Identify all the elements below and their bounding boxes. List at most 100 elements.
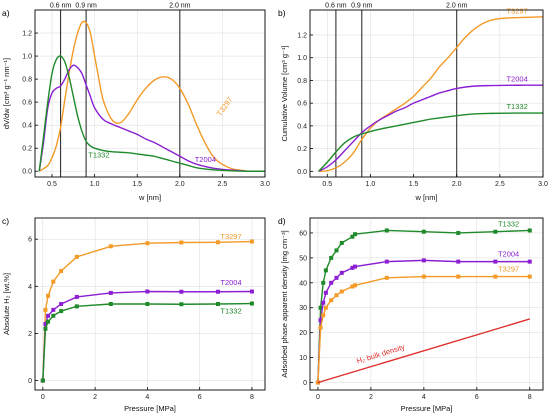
y-tick-label: 40 <box>299 280 307 287</box>
x-axis-label: Pressure [MPa] <box>401 404 453 413</box>
data-point <box>350 265 355 270</box>
plot-frame <box>309 217 544 391</box>
series-label: T3297 <box>506 6 527 15</box>
reference-line-label: 0.9 nm <box>75 3 97 10</box>
data-point <box>334 293 339 298</box>
series-label: T3297 <box>498 265 519 274</box>
data-point <box>456 259 461 264</box>
data-point <box>59 302 64 306</box>
chart-panel-c: T3297 T2004 T1332 0 2 4 6 8 0 2 4 6 Pressure [MPa] Ab… <box>2 216 266 413</box>
data-point <box>249 289 254 294</box>
data-point <box>493 229 498 234</box>
series-label: T2004 <box>220 278 241 287</box>
x-tick-label: 4 <box>145 394 149 401</box>
data-point <box>215 302 220 306</box>
x-tick-label: 1.0 <box>90 181 100 188</box>
panel-label: b) <box>278 8 286 18</box>
reference-line-label: 0.9 nm <box>351 3 373 10</box>
data-point <box>145 241 150 246</box>
x-tick-label: 2.5 <box>218 181 228 188</box>
data-point <box>249 301 254 306</box>
panel-label: c) <box>2 216 9 226</box>
panel-label: a) <box>2 8 10 18</box>
x-tick-label: 2 <box>93 394 97 401</box>
series-label: T2004 <box>498 250 519 259</box>
data-point <box>108 302 113 306</box>
series-line-h-bulk-density <box>317 318 530 384</box>
y-tick-label: 1.0 <box>22 54 32 61</box>
data-point <box>215 289 220 294</box>
data-point <box>493 274 498 279</box>
y-tick-label: 1.2 <box>22 31 32 38</box>
plot-frame <box>34 217 266 391</box>
data-point <box>321 280 326 285</box>
data-point <box>179 289 184 294</box>
plot-frame <box>34 9 266 178</box>
y-tick-label: 10 <box>299 355 307 362</box>
chart-panel-d: T1332 T2004 T3297 H₂ bulk density 0 2 4 6 8 0 10 20… <box>278 216 544 413</box>
data-point <box>108 244 113 249</box>
series-label: H₂ bulk density <box>356 342 407 365</box>
data-point <box>527 274 532 279</box>
x-axis-label: w [nm] <box>414 193 437 202</box>
y-tick-label: 0.8 <box>22 77 32 84</box>
x-tick-label: 2 <box>369 394 373 401</box>
y-tick-label: 0.0 <box>22 169 32 176</box>
data-point <box>353 283 358 288</box>
data-point <box>43 326 48 331</box>
y-tick-label: 30 <box>299 305 307 312</box>
series-line-t2004 <box>318 84 543 172</box>
y-tick-label: 0 <box>28 378 32 385</box>
data-point <box>456 274 461 279</box>
data-point <box>353 232 358 237</box>
chart-panel-b: 0.6 nm 0.9 nm 2.0 nm T3297 T2004 T1332 0.5 1.0 1… <box>278 3 548 203</box>
x-tick-label: 3.0 <box>538 181 548 188</box>
data-point <box>46 319 51 324</box>
y-axis-label: dV/dw [cm³ g⁻¹ nm⁻¹] <box>2 58 11 129</box>
y-tick-label: 20 <box>299 330 307 337</box>
reference-line-label: 0.6 nm <box>50 3 72 10</box>
y-tick-label: 0.0 <box>297 169 307 176</box>
y-tick-label: 50 <box>299 255 307 262</box>
data-point <box>59 269 64 274</box>
data-point <box>527 259 532 264</box>
data-point <box>421 258 426 263</box>
y-tick-label: 0.2 <box>297 146 307 153</box>
data-point <box>350 284 355 289</box>
series-line-t3297 <box>318 16 543 173</box>
y-tick-label: 0.6 <box>297 101 307 108</box>
data-point <box>493 259 498 264</box>
x-tick-label: 0 <box>41 394 45 401</box>
data-point <box>329 280 334 285</box>
data-point <box>321 300 326 305</box>
x-tick-label: 4 <box>422 394 426 401</box>
data-point <box>74 304 79 309</box>
y-tick-label: 1.2 <box>297 32 307 39</box>
data-point <box>421 274 426 279</box>
x-tick-label: 1.0 <box>366 181 376 188</box>
series-line-t1332 <box>38 55 265 172</box>
x-tick-label: 0.5 <box>47 181 57 188</box>
data-point <box>329 255 334 260</box>
x-tick-label: 2.0 <box>175 181 185 188</box>
panel-label: d) <box>278 216 286 226</box>
data-point <box>46 313 51 318</box>
y-tick-label: 0.8 <box>297 78 307 85</box>
series-line-t1332 <box>318 112 543 172</box>
data-point <box>51 307 56 312</box>
x-tick-label: 8 <box>528 394 532 401</box>
x-tick-label: 1.5 <box>409 181 419 188</box>
series-label: T1332 <box>88 150 109 159</box>
data-point <box>339 240 344 245</box>
reference-line-label: 2.0 nm <box>169 3 191 10</box>
data-point <box>527 228 532 233</box>
x-tick-label: 0.5 <box>322 181 332 188</box>
data-point <box>43 307 48 312</box>
data-point <box>74 254 79 259</box>
y-tick-label: 6 <box>28 237 32 244</box>
data-point <box>334 275 339 280</box>
y-tick-label: 0.2 <box>22 146 32 153</box>
x-tick-label: 6 <box>475 394 479 401</box>
series-label: T3297 <box>220 232 241 241</box>
